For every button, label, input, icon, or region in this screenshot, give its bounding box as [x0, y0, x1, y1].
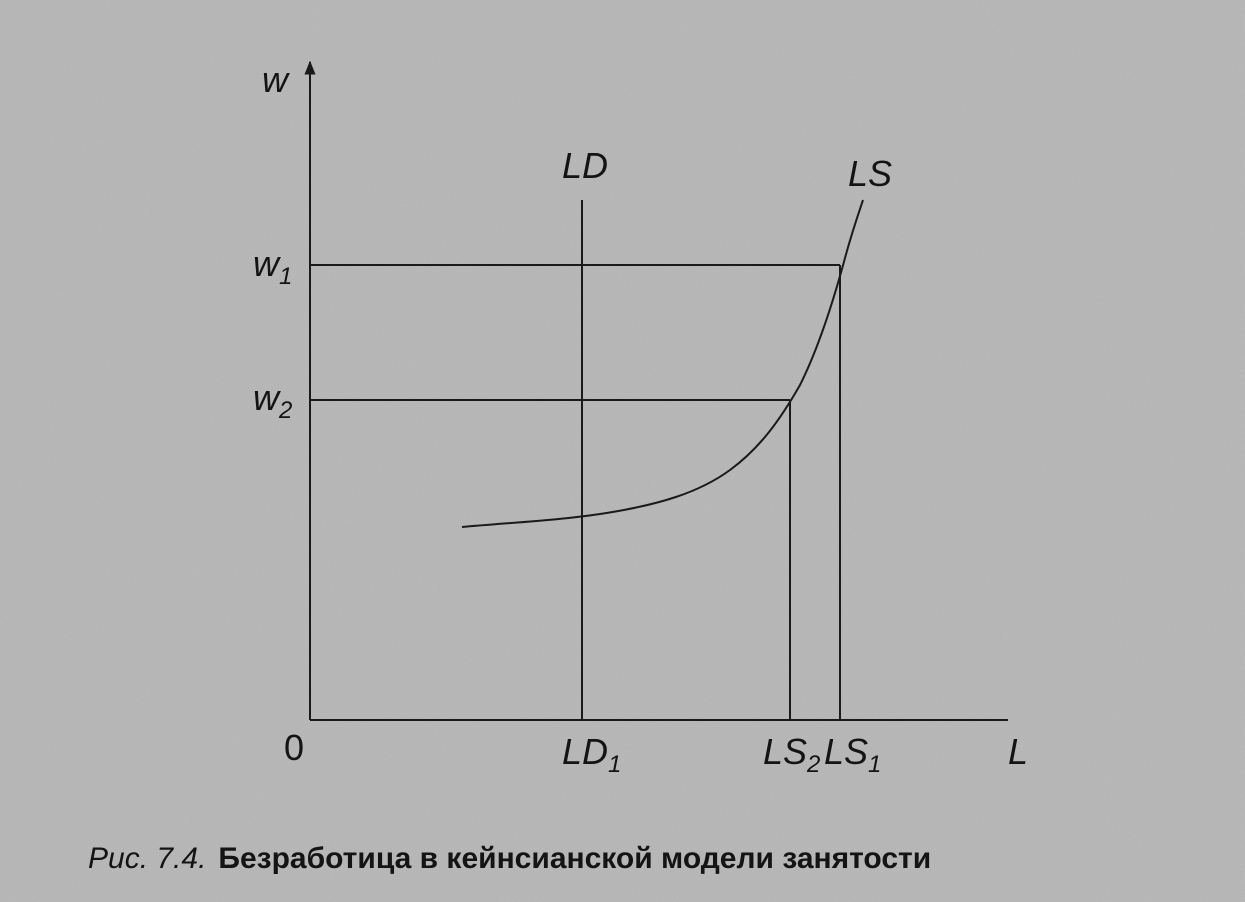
origin-label: 0 [284, 727, 304, 768]
label-base: w [253, 243, 281, 284]
caption-number: Рис. 7.4. [88, 842, 206, 875]
w2-label: w2 [253, 377, 292, 424]
label-sub: 1 [868, 751, 881, 778]
ld-label: LD [562, 145, 608, 186]
label-sub: 1 [608, 751, 621, 778]
ls2-label: LS2 [763, 731, 820, 778]
label-base: LD [562, 731, 608, 772]
y-axis-label: w [262, 59, 290, 100]
ld1-label: LD1 [562, 731, 621, 778]
label-sub: 2 [806, 751, 820, 778]
ls-curve [461, 199, 864, 528]
caption: Рис. 7.4. Безработица в кейнсианской моде… [88, 842, 931, 875]
caption-title: Безработица в кейнсианской модели занято… [218, 842, 931, 875]
w1-label: w1 [253, 243, 292, 290]
x-axis-label: L [1008, 731, 1028, 772]
label-sub: 1 [279, 263, 292, 290]
label-base: LS [763, 731, 807, 772]
ls1-label: LS1 [824, 731, 881, 778]
label-sub: 2 [278, 397, 292, 424]
label-base: LS [824, 731, 868, 772]
label-base: w [253, 377, 281, 418]
ls-label: LS [848, 153, 892, 194]
